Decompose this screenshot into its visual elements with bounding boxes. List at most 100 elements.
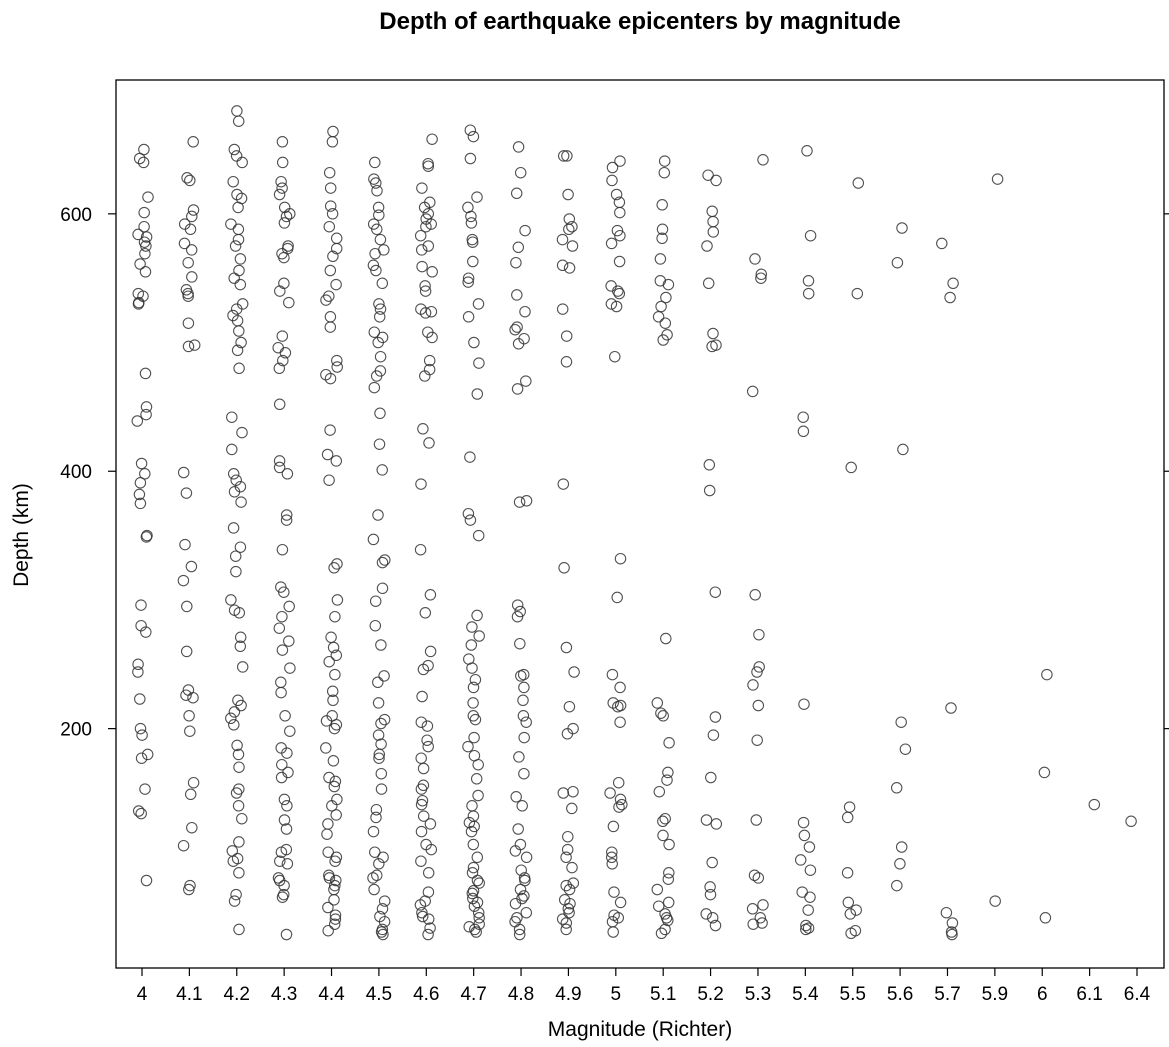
data-point <box>232 201 244 214</box>
data-point <box>462 311 475 323</box>
data-point <box>801 145 813 157</box>
data-point <box>566 220 578 233</box>
data-point <box>464 124 477 136</box>
data-point <box>468 820 480 833</box>
data-point <box>469 713 482 726</box>
data-point <box>373 752 385 764</box>
data-point <box>752 699 765 712</box>
data-point <box>415 855 427 867</box>
data-point <box>895 716 907 728</box>
data-point <box>180 689 192 701</box>
data-point <box>710 174 722 187</box>
data-point <box>230 565 242 578</box>
data-point <box>606 161 619 174</box>
data-point <box>375 717 387 730</box>
data-point <box>370 370 383 382</box>
data-point <box>372 729 385 741</box>
data-point <box>421 734 433 746</box>
data-point <box>755 268 768 281</box>
data-point <box>182 287 194 300</box>
data-point <box>378 670 390 682</box>
data-point <box>132 666 144 678</box>
data-point <box>415 716 428 728</box>
data-point <box>132 805 145 817</box>
data-point <box>415 752 427 764</box>
data-point <box>234 640 247 653</box>
data-point <box>370 811 382 824</box>
data-point <box>513 928 526 941</box>
data-point <box>373 311 386 323</box>
data-point <box>567 785 579 798</box>
data-point <box>749 589 761 601</box>
data-point <box>798 829 811 842</box>
data-point <box>802 275 815 287</box>
data-point <box>1125 815 1137 828</box>
data-point <box>320 742 332 754</box>
data-point <box>704 881 716 893</box>
data-point <box>323 771 335 784</box>
data-point <box>804 891 816 903</box>
data-point <box>235 699 247 712</box>
data-point <box>326 208 339 220</box>
data-point <box>324 264 337 277</box>
data-point <box>660 632 672 645</box>
data-point <box>226 411 238 423</box>
data-point <box>232 748 245 761</box>
data-point <box>518 890 530 902</box>
data-point <box>225 712 237 725</box>
data-point <box>417 663 430 676</box>
data-point <box>134 497 147 510</box>
data-point <box>702 277 715 290</box>
data-point <box>367 872 379 884</box>
data-point <box>802 904 814 916</box>
data-point <box>276 330 289 342</box>
data-point <box>891 256 904 269</box>
data-point <box>273 188 286 201</box>
data-point <box>473 357 485 369</box>
data-point <box>371 184 383 197</box>
data-point <box>367 533 380 546</box>
data-point <box>419 370 431 382</box>
data-point <box>415 244 428 256</box>
data-point <box>188 339 201 351</box>
data-point <box>469 923 481 936</box>
data-point <box>322 818 334 830</box>
data-point <box>375 738 387 750</box>
data-point <box>369 156 381 169</box>
data-point <box>422 740 434 753</box>
data-point <box>140 531 153 543</box>
data-point <box>226 443 238 456</box>
x-tick-label: 5 <box>611 984 622 1005</box>
data-point <box>419 285 432 297</box>
data-point <box>184 788 197 801</box>
data-point <box>378 713 391 726</box>
data-point <box>509 323 521 336</box>
data-point <box>230 888 242 901</box>
data-point <box>376 464 388 476</box>
data-point <box>656 232 668 245</box>
data-point <box>181 600 193 613</box>
data-point <box>894 858 906 870</box>
data-point <box>657 815 669 828</box>
x-tick-label: 6.4 <box>1124 984 1151 1005</box>
data-point <box>663 838 675 851</box>
x-tick-label: 4.1 <box>176 984 202 1005</box>
data-point <box>186 210 198 223</box>
data-point <box>516 800 528 812</box>
data-point <box>417 423 429 435</box>
data-point <box>180 645 193 658</box>
data-point <box>233 783 245 795</box>
data-point <box>472 758 484 771</box>
data-point <box>424 645 437 658</box>
x-tick-label: 6 <box>1037 984 1048 1005</box>
data-point <box>1039 912 1052 924</box>
data-point <box>464 152 477 165</box>
data-point <box>614 681 626 694</box>
data-point <box>330 809 342 821</box>
data-point <box>133 152 146 165</box>
data-point <box>276 758 288 771</box>
data-point <box>136 729 148 741</box>
data-point <box>236 812 248 825</box>
data-point <box>803 841 816 853</box>
data-point <box>330 232 343 245</box>
